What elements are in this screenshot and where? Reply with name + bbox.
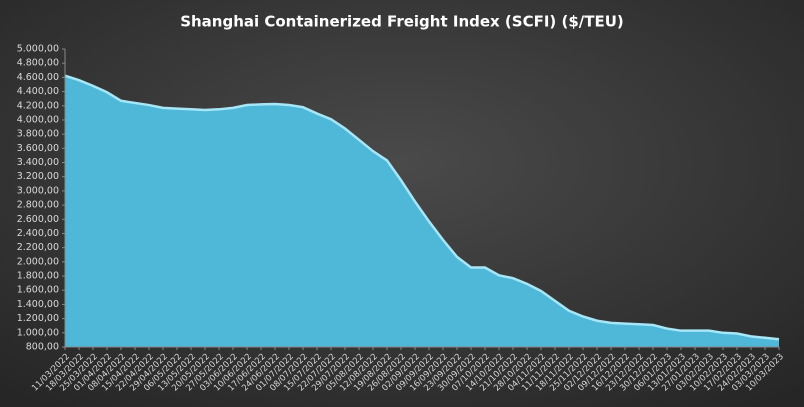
y-tick-label: 4.000,00 <box>17 114 59 125</box>
y-tick-label: 5.000,00 <box>17 44 59 55</box>
y-tick-label: 3.800,00 <box>17 129 59 140</box>
y-tick-label: 4.200,00 <box>17 100 59 111</box>
y-tick-label: 3.000,00 <box>17 185 59 196</box>
y-tick-label: 3.600,00 <box>17 143 59 154</box>
y-tick-label: 2.000,00 <box>17 256 59 267</box>
y-tick-label: 3.200,00 <box>17 171 59 182</box>
y-tick-label: 2.400,00 <box>17 228 59 239</box>
y-tick-label: 3.400,00 <box>17 157 59 168</box>
y-tick-label: 2.600,00 <box>17 214 59 225</box>
y-tick-label: 800,00 <box>26 342 59 353</box>
y-tick-label: 1.200,00 <box>17 313 59 324</box>
y-tick-label: 1.400,00 <box>17 299 59 310</box>
chart-title: Shanghai Containerized Freight Index (SC… <box>180 13 624 31</box>
y-tick-label: 1.000,00 <box>17 327 59 338</box>
y-tick-label: 4.400,00 <box>17 86 59 97</box>
y-tick-label: 4.800,00 <box>17 58 59 69</box>
y-tick-label: 2.200,00 <box>17 242 59 253</box>
line <box>64 74 780 341</box>
y-tick-label: 1.600,00 <box>17 285 59 296</box>
y-tick-label: 2.800,00 <box>17 200 59 211</box>
area <box>65 75 779 347</box>
y-tick-label: 1.800,00 <box>17 271 59 282</box>
y-tick-label: 4.600,00 <box>17 72 59 83</box>
